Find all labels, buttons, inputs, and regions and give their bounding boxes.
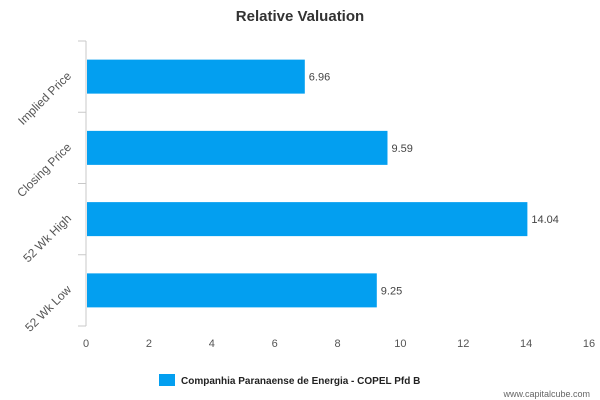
data-label: 9.25 [381, 285, 402, 297]
chart-title: Relative Valuation [236, 8, 364, 25]
x-tick-label: 8 [334, 338, 340, 350]
x-tick-label: 14 [520, 338, 532, 350]
x-tick-label: 10 [394, 338, 406, 350]
bar [87, 59, 305, 94]
x-tick-label: 6 [272, 338, 278, 350]
bar [87, 202, 528, 237]
x-tick-label: 0 [83, 338, 89, 350]
category-label: Implied Price [15, 69, 74, 128]
legend-swatch [159, 374, 175, 386]
data-label: 9.59 [391, 143, 412, 155]
category-label: Closing Price [14, 140, 74, 200]
credit-text: www.capitalcube.com [502, 389, 590, 399]
x-tick-label: 12 [457, 338, 469, 350]
bar-group: 6.96 9.59 14.04 9.25 [87, 59, 559, 308]
category-label: 52 Wk High [20, 211, 74, 265]
legend: Companhia Paranaense de Energia - COPEL … [159, 374, 420, 387]
bar [87, 130, 388, 165]
data-label: 6.96 [309, 72, 330, 84]
category-label: 52 Wk Low [22, 282, 74, 334]
bar [87, 273, 377, 308]
data-label: 14.04 [531, 214, 559, 226]
x-tick-label: 16 [583, 338, 595, 350]
x-tick-label: 4 [209, 338, 215, 350]
legend-label: Companhia Paranaense de Energia - COPEL … [181, 376, 420, 387]
x-tick-label: 2 [146, 338, 152, 350]
